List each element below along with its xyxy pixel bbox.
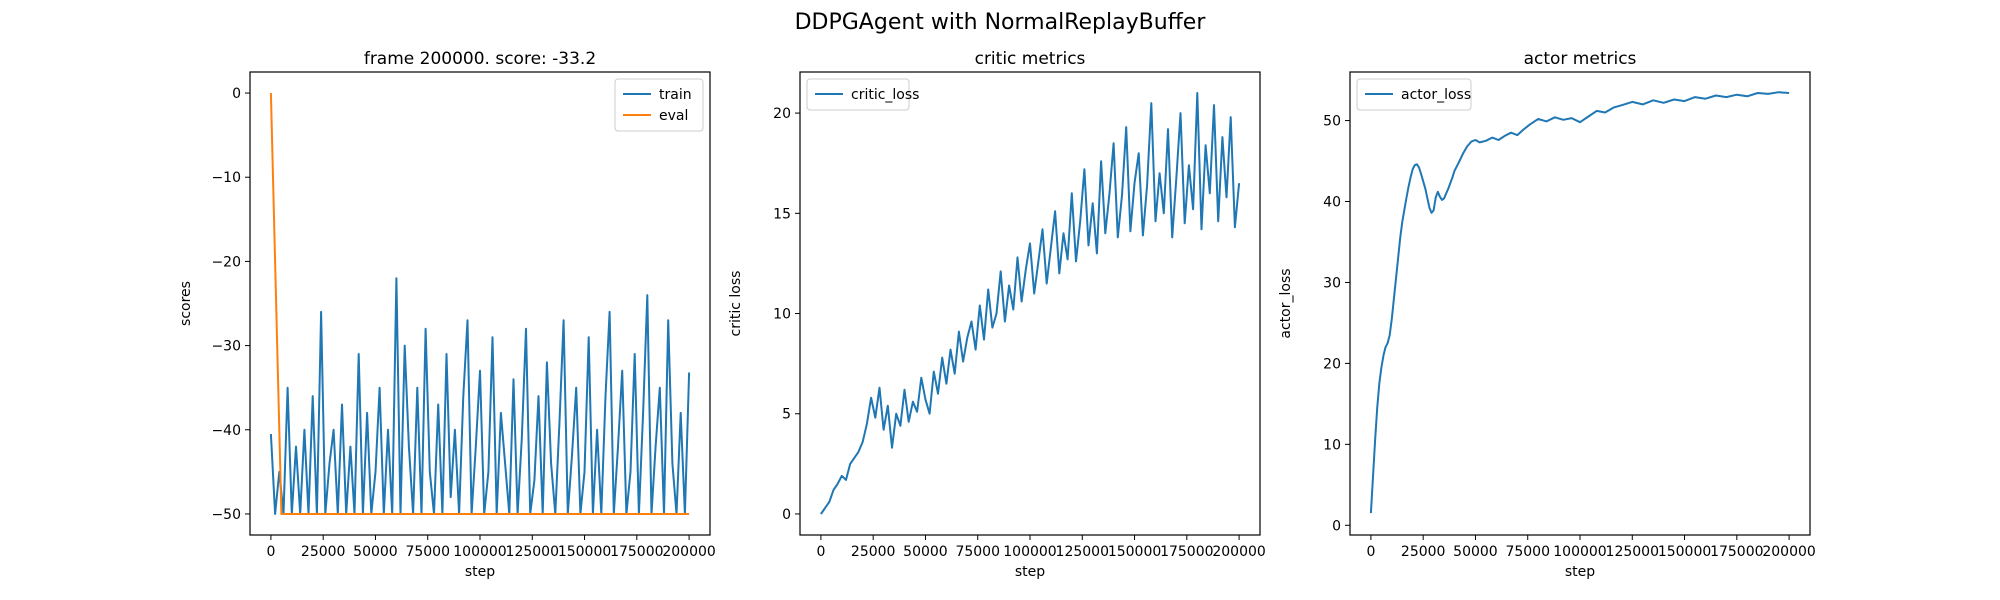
figure-suptitle: DDPGAgent with NormalReplayBuffer [795,10,1207,35]
x-axis-label: step [465,564,495,580]
series-group [269,92,691,515]
x-tick-label: 200000 [662,544,715,560]
y-tick-label: 40 [1323,195,1341,211]
x-tick-label: 50000 [1453,544,1498,560]
y-tick-label: 15 [773,206,791,222]
legend-label: actor_loss [1401,87,1471,103]
x-tick-label: 0 [266,544,275,560]
plot-title: actor metrics [1524,49,1637,69]
y-tick-label: 30 [1323,275,1341,291]
axes-frame [1349,71,1811,536]
y-axis-label: critic loss [728,271,744,337]
x-tick-label: 200000 [1212,544,1265,560]
x-tick-label: 175000 [1160,544,1213,560]
y-tick-label: 0 [782,507,791,523]
legend-label: train [659,87,692,103]
x-tick-label: 150000 [558,544,611,560]
x-tick-label: 150000 [1658,544,1711,560]
x-tick-label: 100000 [1003,544,1056,560]
y-tick-label: 20 [1323,356,1341,372]
y-tick-label: 50 [1323,114,1341,130]
series-line-actor-loss [1369,91,1790,514]
subplot-2: critic metrics 0 25000 50000 75000 1000001250… [728,49,1266,580]
series-group [1369,91,1790,514]
series-line-eval [269,92,690,515]
x-tick-label: 75000 [955,544,1000,560]
y-axis-label: scores [178,281,194,326]
y-tick-label: −10 [211,170,241,186]
y-tick-label: 0 [1332,518,1341,534]
x-tick-label: 50000 [353,544,398,560]
series-line-critic-loss [820,92,1241,515]
x-tick-label: 50000 [903,544,948,560]
plot-title: frame 200000. score: -33.2 [364,49,596,69]
series-group [820,92,1241,515]
x-tick-label: 100000 [453,544,506,560]
x-tick-label: 175000 [1710,544,1763,560]
subplots: frame 200000. score: -33.20 25000 50000 750… [178,49,1816,580]
x-tick-label: 0 [816,544,825,560]
y-tick-label: −20 [211,254,241,270]
legend-label: critic_loss [851,87,919,103]
legend-label: eval [659,108,688,124]
x-tick-label: 25000 [301,544,346,560]
x-tick-label: 125000 [1606,544,1659,560]
y-tick-label: 0 [232,86,241,102]
legend: train eval [614,78,704,132]
x-tick-label: 25000 [851,544,896,560]
x-tick-label: 125000 [1056,544,1109,560]
y-tick-label: −40 [211,423,241,439]
x-tick-label: 175000 [610,544,663,560]
y-axis-label: actor_loss [1278,268,1294,338]
y-tick-label: −30 [211,339,241,355]
series-line-train [269,277,691,515]
x-tick-label: 125000 [506,544,559,560]
x-tick-label: 150000 [1108,544,1161,560]
x-tick-label: 100000 [1553,544,1606,560]
x-tick-label: 0 [1366,544,1375,560]
x-axis-label: step [1015,564,1045,580]
legend-box [806,78,910,111]
y-tick-label: 5 [782,407,791,423]
plot-title: critic metrics [975,49,1086,69]
axes-frame [799,71,1261,536]
legend: actor_loss [1356,78,1472,111]
x-tick-label: 200000 [1762,544,1815,560]
legend-box [614,78,704,132]
subplot-1: frame 200000. score: -33.2 0 25000 50000 750… [178,49,716,580]
legend-box [1356,78,1472,111]
x-tick-label: 25000 [1401,544,1446,560]
y-tick-label: 10 [1323,437,1341,453]
y-tick-label: 10 [773,307,791,323]
y-tick-label: 20 [773,106,791,122]
y-tick-label: −50 [211,507,241,523]
subplot-3: actor metrics 0 25000 50000 75000 10000012500… [1278,49,1816,580]
x-tick-label: 75000 [405,544,450,560]
legend: critic_loss [806,78,919,111]
x-axis-label: step [1565,564,1595,580]
x-tick-label: 75000 [1505,544,1550,560]
